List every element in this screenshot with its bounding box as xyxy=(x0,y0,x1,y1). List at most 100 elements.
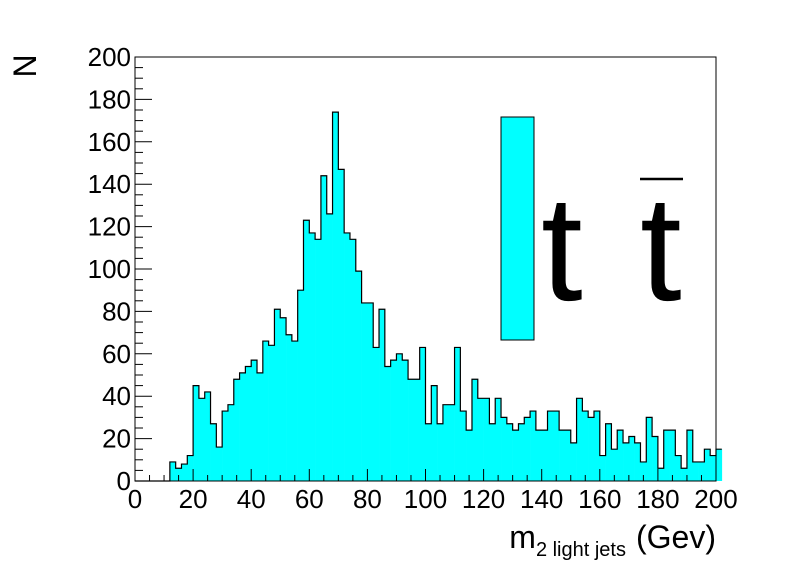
histogram-bin xyxy=(675,455,682,481)
histogram-bin xyxy=(530,411,537,481)
histogram-bin xyxy=(408,379,415,481)
histogram-bin xyxy=(402,360,409,481)
histogram-bin xyxy=(297,290,304,481)
histogram-bin xyxy=(413,379,420,481)
y-tick-labels: 0 20 40 60 80 100 120 140 160 180 200 xyxy=(88,42,131,496)
x-tick-labels: 0 20 40 60 80 100 120 140 160 180 200 xyxy=(128,484,738,514)
histogram-bin xyxy=(268,345,275,481)
x-tick-label: 200 xyxy=(694,484,737,514)
histogram-bin xyxy=(303,220,310,482)
histogram-bin xyxy=(477,398,484,481)
histogram-bin xyxy=(355,271,362,481)
y-tick-label: 140 xyxy=(88,169,131,199)
histogram-bin xyxy=(216,447,223,481)
histogram-bin xyxy=(390,360,397,481)
histogram-bin xyxy=(233,379,240,481)
histogram-bin xyxy=(448,404,455,481)
histogram-outline xyxy=(135,111,722,482)
histogram-bin xyxy=(646,417,653,481)
histogram-bin xyxy=(326,213,333,481)
histogram-bin xyxy=(617,430,624,481)
histogram-bin xyxy=(344,232,351,481)
histogram-bin xyxy=(419,347,426,481)
histogram-bin xyxy=(710,455,717,481)
x-axis-title-unit: (Gev) xyxy=(636,519,716,555)
histogram-bin xyxy=(245,366,252,481)
histogram-bin xyxy=(460,411,467,481)
y-tick-label: 160 xyxy=(88,127,131,157)
histogram-bin xyxy=(611,449,618,481)
histogram-bin xyxy=(506,423,513,481)
y-tick-label: 200 xyxy=(88,42,131,72)
y-axis-title: N xyxy=(7,54,43,77)
x-axis-title-main: m xyxy=(509,519,536,555)
x-tick-label: 100 xyxy=(404,484,447,514)
legend-label-tbar: t xyxy=(640,164,682,332)
histogram-bin xyxy=(716,449,723,481)
histogram-bin xyxy=(599,455,606,481)
y-tick-label: 40 xyxy=(102,381,131,411)
histogram-bin xyxy=(692,461,699,481)
histogram-bin xyxy=(535,430,542,481)
histogram-bin xyxy=(669,430,676,481)
legend: t t xyxy=(500,116,683,341)
histogram-bin xyxy=(628,436,635,481)
histogram-bin xyxy=(541,430,548,481)
histogram-bin xyxy=(489,423,496,481)
histogram-bin xyxy=(576,398,583,481)
histogram-bin xyxy=(257,372,264,481)
x-tick-label: 20 xyxy=(179,484,208,514)
x-tick-label: 180 xyxy=(636,484,679,514)
x-tick-label: 140 xyxy=(520,484,563,514)
histogram-bin xyxy=(181,464,188,481)
histogram-bin xyxy=(588,417,595,481)
histogram-bin xyxy=(593,411,601,481)
histogram-bars xyxy=(169,112,723,482)
histogram-bin xyxy=(483,398,490,481)
histogram-bin xyxy=(227,404,235,481)
x-tick-label: 160 xyxy=(578,484,621,514)
histogram-bin xyxy=(582,411,589,481)
histogram-bin xyxy=(274,309,281,481)
histogram-bin xyxy=(251,360,258,481)
histogram-bin xyxy=(280,317,287,481)
histogram-bin xyxy=(559,430,566,481)
histogram-bin xyxy=(198,398,206,481)
histogram-bin xyxy=(501,417,508,481)
y-tick-label: 20 xyxy=(102,424,131,454)
histogram-bin xyxy=(681,468,688,481)
histogram-bin xyxy=(175,468,182,481)
histogram-bin xyxy=(193,385,200,481)
histogram-bin xyxy=(640,461,647,481)
x-axis-title: m2 light jets (Gev) xyxy=(509,519,716,561)
histogram-bin xyxy=(222,411,229,481)
histogram-bin xyxy=(361,302,368,481)
histogram-bin xyxy=(466,430,473,481)
y-tick-label: 0 xyxy=(117,466,131,496)
x-tick-label: 60 xyxy=(295,484,324,514)
histogram-bin xyxy=(634,442,641,481)
histogram-bin xyxy=(471,379,479,481)
histogram-bin xyxy=(698,461,705,481)
histogram-bin xyxy=(239,372,246,481)
histogram-bin xyxy=(657,468,665,481)
x-axis-title-sub: 2 light jets xyxy=(536,539,626,561)
histogram-bin xyxy=(332,112,339,482)
histogram-bin xyxy=(210,423,217,481)
histogram-bin xyxy=(704,449,711,481)
y-axis-ticks xyxy=(135,56,152,482)
x-tick-label: 120 xyxy=(462,484,505,514)
histogram-bin xyxy=(431,385,438,481)
histogram-bin xyxy=(663,430,670,481)
histogram-bin xyxy=(169,461,176,481)
histogram-bin xyxy=(425,423,432,481)
histogram-bin xyxy=(349,239,357,481)
x-tick-label: 40 xyxy=(237,484,266,514)
histogram-bin xyxy=(547,411,554,481)
histogram-bin xyxy=(495,398,502,481)
y-tick-label: 120 xyxy=(88,212,131,242)
y-tick-label: 100 xyxy=(88,254,131,284)
histogram-bin xyxy=(286,334,293,481)
histogram-bin xyxy=(623,442,630,481)
x-axis-ticks xyxy=(134,469,717,481)
